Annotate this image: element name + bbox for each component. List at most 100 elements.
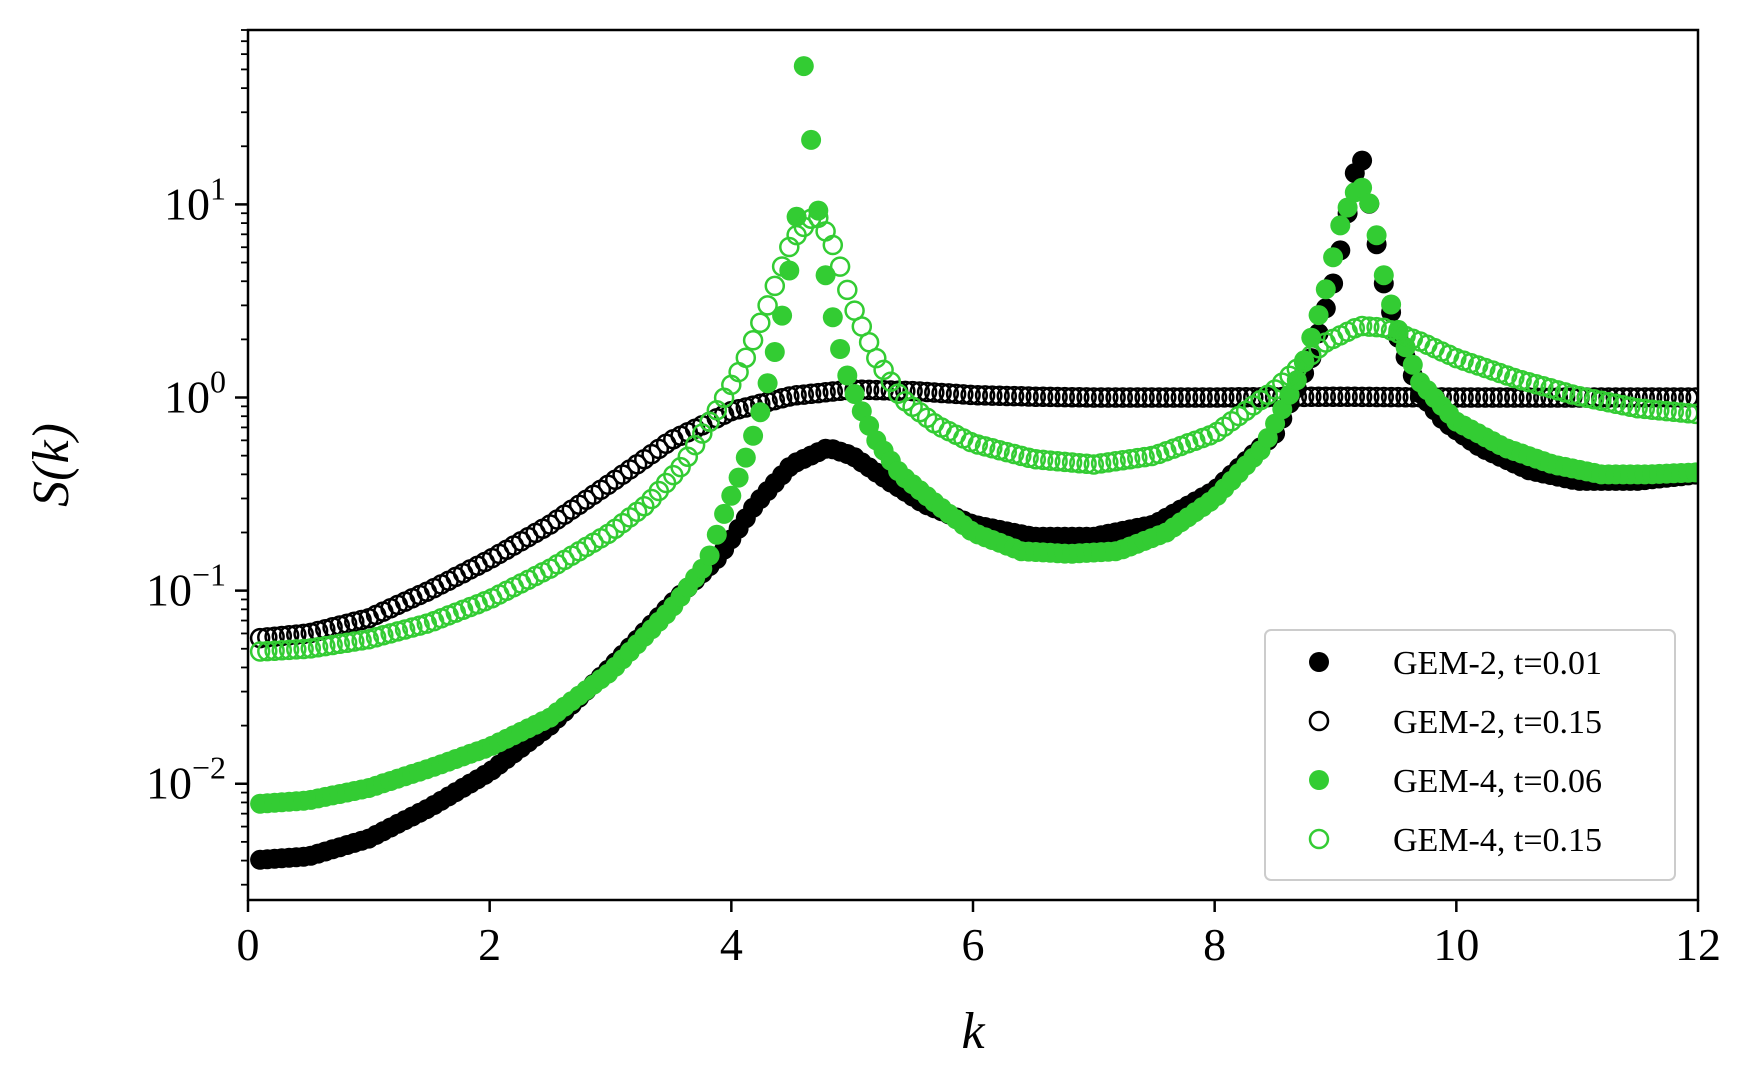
- data-point: [1127, 447, 1148, 469]
- data-point: [1620, 396, 1641, 417]
- data-point: [1098, 387, 1119, 408]
- data-point: [1018, 447, 1039, 469]
- legend-marker: [1308, 828, 1330, 850]
- data-point: [1221, 387, 1242, 408]
- data-point: [1025, 449, 1047, 470]
- data-point: [706, 524, 727, 545]
- data-point: [1293, 351, 1315, 373]
- data-point: [822, 234, 844, 256]
- y-tick-label: 100: [164, 364, 226, 423]
- data-point: [757, 295, 778, 316]
- x-tick-label: 10: [1433, 919, 1479, 970]
- data-point: [1105, 387, 1126, 408]
- y-axis-label: S(k): [23, 423, 80, 507]
- data-point: [1315, 279, 1336, 300]
- data-point: [1612, 395, 1634, 416]
- data-point: [1061, 386, 1083, 408]
- data-point: [1381, 294, 1402, 315]
- data-point: [1453, 387, 1474, 408]
- data-point: [257, 640, 278, 662]
- legend-marker: [1309, 770, 1329, 790]
- data-point: [728, 467, 749, 488]
- data-point: [699, 411, 720, 433]
- data-point: [1562, 384, 1583, 405]
- data-point: [1047, 386, 1068, 408]
- x-axis: 0 2 4 6 8 10 12: [237, 900, 1721, 970]
- data-point: [684, 434, 706, 456]
- data-point: [351, 630, 372, 651]
- data-point: [1685, 462, 1698, 483]
- data-point: [344, 611, 365, 633]
- data-point: [344, 631, 365, 652]
- legend-label: GEM-2, t=0.01: [1393, 645, 1602, 682]
- data-point: [1076, 453, 1097, 475]
- data-point: [1344, 386, 1366, 408]
- data-point: [750, 312, 771, 334]
- data-point: [1315, 386, 1337, 407]
- data-point: [829, 256, 851, 277]
- data-point: [1156, 387, 1177, 408]
- data-point: [1663, 401, 1685, 423]
- data-point: [1047, 450, 1068, 472]
- data-point: [815, 382, 836, 403]
- data-point: [1504, 387, 1525, 408]
- data-point: [822, 307, 843, 328]
- data-point: [1119, 448, 1141, 470]
- data-point: [1322, 386, 1344, 407]
- data-point: [1323, 247, 1344, 268]
- data-point: [1460, 387, 1482, 408]
- data-point: [764, 275, 786, 297]
- data-point: [967, 384, 989, 406]
- legend-label: GEM-4, t=0.06: [1393, 763, 1602, 800]
- data-point: [1170, 387, 1192, 408]
- legend-entry: GEM-2, t=0.01: [1309, 645, 1602, 682]
- data-points: [249, 56, 1698, 870]
- data-point: [953, 384, 974, 405]
- data-point: [837, 279, 858, 301]
- data-point: [1090, 387, 1112, 408]
- data-point: [837, 365, 858, 386]
- data-point: [322, 634, 343, 656]
- data-point: [1025, 386, 1047, 407]
- data-point: [1475, 387, 1496, 408]
- data-point: [1301, 344, 1322, 366]
- data-point: [1359, 193, 1380, 214]
- legend-entry: GEM-4, t=0.15: [1308, 822, 1602, 859]
- data-point: [1467, 387, 1489, 408]
- data-point: [808, 382, 829, 404]
- data-point: [1134, 387, 1155, 408]
- data-point: [815, 265, 836, 286]
- data-point: [800, 383, 822, 405]
- data-point: [1641, 399, 1663, 420]
- data-point: [1627, 397, 1648, 419]
- y-axis: 10−2 10−1 100 101: [146, 29, 248, 886]
- data-point: [1069, 452, 1090, 474]
- y-tick-label: 101: [164, 170, 226, 229]
- x-tick-label: 8: [1203, 919, 1226, 970]
- data-point: [735, 447, 756, 468]
- data-point: [815, 221, 836, 242]
- data-point: [1359, 316, 1380, 337]
- data-point: [1366, 316, 1387, 338]
- data-point: [786, 385, 807, 406]
- data-point: [1018, 386, 1039, 407]
- data-point: [1199, 387, 1221, 408]
- data-point: [1649, 400, 1670, 421]
- legend-label: GEM-2, t=0.15: [1393, 704, 1602, 741]
- data-point: [1366, 386, 1387, 408]
- data-point: [945, 383, 967, 405]
- data-point: [974, 385, 996, 406]
- legend-marker: [1308, 710, 1330, 732]
- x-tick-label: 0: [237, 919, 260, 970]
- data-point: [1373, 265, 1394, 286]
- x-tick-label: 4: [720, 919, 743, 970]
- data-point: [873, 359, 894, 381]
- data-point: [779, 386, 800, 407]
- data-point: [1214, 387, 1235, 408]
- data-point: [938, 383, 960, 404]
- y-tick-label: 10−2: [146, 750, 226, 809]
- data-point: [271, 640, 293, 661]
- data-point: [750, 402, 771, 423]
- data-point: [329, 633, 351, 655]
